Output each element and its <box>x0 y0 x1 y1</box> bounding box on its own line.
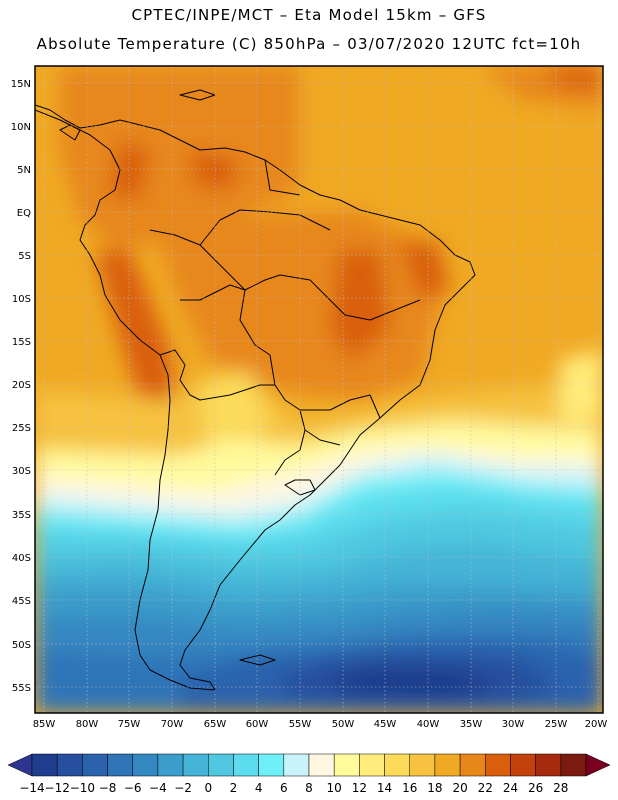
colorbar-label: 2 <box>230 781 238 795</box>
lat-tick-label: 20S <box>12 380 31 391</box>
lon-tick-label: 30W <box>502 719 525 730</box>
colorbar-swatch <box>434 753 461 777</box>
colorbar-label: 22 <box>478 781 493 795</box>
colorbar-swatch <box>107 753 133 777</box>
lat-tick-label: 40S <box>12 553 31 564</box>
lat-tick-label: 10N <box>11 122 31 133</box>
colorbar-swatch <box>82 753 108 777</box>
colorbar-swatch <box>56 753 83 777</box>
lon-tick-label: 25W <box>545 719 568 730</box>
lon-tick-label: 85W <box>33 719 56 730</box>
lon-tick-label: 65W <box>204 719 227 730</box>
colorbar-swatch <box>359 753 385 777</box>
lon-tick-label: 80W <box>76 719 99 730</box>
colorbar-under-arrow <box>7 753 33 777</box>
colorbar-label: −14 <box>19 781 44 795</box>
title-line-1: CPTEC/INPE/MCT – Eta Model 15km – GFS <box>131 6 487 24</box>
lat-tick-label: 45S <box>12 596 31 607</box>
colorbar-swatch <box>384 753 410 777</box>
colorbar-label: −12 <box>45 781 70 795</box>
lon-tick-label: 70W <box>161 719 184 730</box>
colorbar-label: 14 <box>377 781 392 795</box>
colorbar-swatch <box>308 753 335 777</box>
graticule <box>35 66 603 713</box>
lat-tick-label: 5S <box>18 251 31 262</box>
lat-tick-label: 15S <box>12 337 31 348</box>
colorbar-swatch <box>208 753 234 777</box>
colorbar-swatch <box>535 753 562 777</box>
colorbar-swatch <box>510 753 536 777</box>
lon-tick-label: 20W <box>585 719 608 730</box>
colorbar-label: 28 <box>553 781 568 795</box>
colorbar-label: 20 <box>452 781 467 795</box>
colorbar: −14 −12 −10 −8 −6 −4 −2 0 2 4 6 8 10 12 14 16 18 20 22 24 26… <box>7 753 611 795</box>
lat-tick-label: 55S <box>12 683 31 694</box>
lat-tick-label: 25S <box>12 423 31 434</box>
colorbar-swatch <box>258 753 285 777</box>
colorbar-label: 0 <box>204 781 212 795</box>
colorbar-label: 26 <box>528 781 543 795</box>
colorbar-swatch <box>560 753 587 777</box>
colorbar-swatch <box>485 753 511 777</box>
lat-tick-label: 50S <box>12 640 31 651</box>
colorbar-swatch <box>31 753 58 777</box>
lon-tick-label: 55W <box>289 719 312 730</box>
colorbar-label: −6 <box>124 781 142 795</box>
title-line-2: Absolute Temperature (C) 850hPa – 03/07/… <box>36 35 582 53</box>
lat-tick-label: EQ <box>17 208 31 219</box>
lon-tick-label: 50W <box>332 719 355 730</box>
map-frame <box>34 65 604 714</box>
coastlines <box>35 89 476 691</box>
lat-tick-label: 15N <box>11 79 31 90</box>
colorbar-swatch <box>233 753 259 777</box>
colorbar-label: −4 <box>149 781 167 795</box>
colorbar-swatch <box>157 753 184 777</box>
lon-tick-label: 35W <box>460 719 483 730</box>
colorbar-swatch <box>459 753 486 777</box>
colorbar-swatch <box>333 753 360 777</box>
lon-tick-label: 45W <box>374 719 397 730</box>
colorbar-label: −2 <box>174 781 192 795</box>
colorbar-swatch <box>283 753 310 777</box>
temperature-field <box>35 66 603 713</box>
colorbar-label: 12 <box>352 781 367 795</box>
colorbar-swatch <box>182 753 209 777</box>
lat-tick-label: 35S <box>12 510 31 521</box>
lon-tick-label: 75W <box>118 719 141 730</box>
lon-tick-label: 40W <box>417 719 440 730</box>
colorbar-swatch <box>409 753 436 777</box>
colorbar-label: 6 <box>280 781 288 795</box>
colorbar-label: 18 <box>427 781 442 795</box>
temperature-map: 15N 10N 5N EQ 5S 10S 15S 20S 25S 30S 35S… <box>11 65 608 730</box>
colorbar-label: 8 <box>305 781 313 795</box>
lat-tick-label: 5N <box>17 165 31 176</box>
lon-tick-label: 60W <box>246 719 269 730</box>
colorbar-label: 4 <box>255 781 263 795</box>
colorbar-label: −10 <box>70 781 95 795</box>
colorbar-label: 16 <box>402 781 417 795</box>
lat-tick-label: 10S <box>12 294 31 305</box>
colorbar-swatch <box>132 753 159 777</box>
colorbar-over-arrow <box>585 753 611 777</box>
colorbar-label: 10 <box>327 781 342 795</box>
lat-tick-label: 30S <box>12 466 31 477</box>
colorbar-label: −8 <box>99 781 117 795</box>
colorbar-label: 24 <box>503 781 518 795</box>
